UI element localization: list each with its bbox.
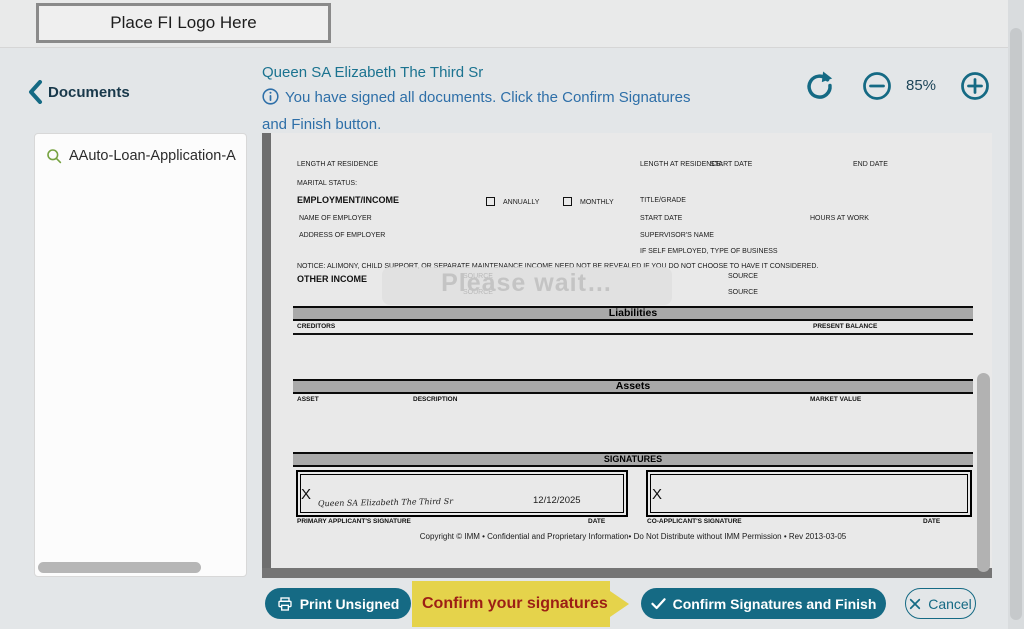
document-viewer: PRESENT ADDRESS PREVIOUS ADDRESS LENGTH … (262, 133, 992, 578)
document-page (271, 133, 992, 568)
document-name: AAuto-Loan-Application-A (69, 148, 236, 164)
search-icon (47, 149, 62, 164)
form-label: OTHER INCOME (297, 274, 368, 284)
confirm-finish-label: Confirm Signatures and Finish (672, 595, 877, 612)
refresh-button[interactable] (804, 70, 835, 106)
form-label: NAME OF EMPLOYER (299, 215, 372, 222)
form-label: SUPERVISOR'S NAME (640, 232, 714, 239)
form-label: SOURCE (728, 273, 758, 280)
sidebar-horizontal-scrollbar[interactable] (38, 562, 201, 573)
top-bar: Place FI Logo Here (0, 0, 1024, 48)
section-header-assets: Assets (293, 379, 973, 394)
document-list-item[interactable]: AAuto-Loan-Application-A (35, 134, 246, 164)
info-message: You have signed all documents. Click the… (262, 86, 710, 137)
confirm-signatures-callout: Confirm your signatures (412, 581, 610, 627)
form-label: EMPLOYMENT/INCOME (297, 195, 400, 205)
fi-logo-placeholder: Place FI Logo Here (36, 3, 331, 43)
window-scrollbar-thumb[interactable] (1010, 28, 1022, 620)
form-label: HOURS AT WORK (810, 215, 869, 222)
info-message-text: You have signed all documents. Click the… (262, 89, 691, 133)
form-label: MARITAL STATUS: (297, 180, 358, 187)
minus-icon (863, 72, 891, 100)
form-label: CO-APPLICANT'S SIGNATURE (647, 518, 742, 525)
cancel-button[interactable]: Cancel (905, 588, 976, 619)
zoom-out-button[interactable] (862, 71, 892, 106)
primary-signature-box[interactable] (296, 470, 628, 517)
viewer-bottom-edge (262, 568, 992, 578)
form-label: DATE (588, 518, 606, 525)
form-label: IF SELF EMPLOYED, TYPE OF BUSINESS (640, 248, 778, 255)
form-label: MONTHLY (580, 199, 614, 206)
form-notice: NOTICE: ALIMONY, CHILD SUPPORT, OR SEPAR… (297, 263, 819, 270)
form-label: CREDITORS (297, 323, 336, 330)
callout-label: Confirm your signatures (422, 595, 608, 612)
form-label: END DATE (853, 161, 888, 168)
form-label: LENGTH AT RESIDENCE: (640, 161, 723, 168)
form-label: PRESENT BALANCE (813, 323, 878, 330)
back-to-documents-button[interactable]: Documents (28, 80, 130, 104)
plus-icon (961, 72, 989, 100)
print-unsigned-button[interactable]: Print Unsigned (265, 588, 411, 619)
fi-logo-text: Place FI Logo Here (110, 13, 257, 32)
documents-sidebar: AAuto-Loan-Application-A (34, 133, 247, 577)
form-label: PRESENT ADDRESS (297, 133, 386, 134)
zoom-level: 85% (906, 77, 937, 94)
loading-overlay (382, 267, 672, 305)
form-label: ANNUALLY (503, 199, 540, 206)
section-header-liabilities: Liabilities (293, 306, 973, 321)
form-label: DATE (923, 518, 941, 525)
signature-date: 12/12/2025 (533, 495, 581, 506)
form-label: TITLE/GRADE (640, 197, 686, 204)
back-label: Documents (48, 83, 130, 101)
form-label: DESCRIPTION (413, 396, 458, 403)
info-icon (262, 88, 279, 113)
signer-name: Queen SA Elizabeth The Third Sr (262, 64, 484, 81)
signature-x-mark: X (301, 486, 312, 503)
form-label: SOURCE (728, 289, 758, 296)
cancel-label: Cancel (928, 595, 972, 612)
confirm-signatures-finish-button[interactable]: Confirm Signatures and Finish (641, 588, 886, 619)
table-rule (293, 333, 973, 335)
zoom-in-button[interactable] (960, 71, 990, 106)
viewer-vertical-scrollbar[interactable] (977, 373, 990, 572)
form-label: START DATE (710, 161, 753, 168)
signature-x-mark: X (652, 486, 663, 503)
refresh-icon (807, 71, 833, 99)
form-label: ASSET (297, 396, 319, 403)
viewer-left-edge (262, 133, 271, 578)
section-header-signatures: SIGNATURES (293, 452, 973, 467)
form-label: START DATE (640, 215, 683, 222)
form-label: LENGTH AT RESIDENCE (297, 161, 379, 168)
print-unsigned-label: Print Unsigned (299, 595, 400, 612)
callout-arrow-icon (610, 591, 629, 617)
form-label: ADDRESS OF EMPLOYER (299, 232, 386, 239)
monthly-checkbox[interactable] (563, 197, 572, 206)
please-wait-text: Please wait… (441, 269, 613, 297)
form-label: PREVIOUS ADDRESS (638, 133, 731, 134)
annually-checkbox[interactable] (486, 197, 495, 206)
close-icon (910, 598, 921, 609)
form-label: PRIMARY APPLICANT'S SIGNATURE (297, 518, 411, 525)
chevron-left-icon (29, 80, 42, 104)
copyright-text: Copyright © IMM • Confidential and Propr… (419, 532, 847, 541)
co-applicant-signature-box[interactable] (646, 470, 972, 517)
checkmark-icon (650, 598, 666, 610)
printer-icon (278, 596, 292, 611)
form-label: MARKET VALUE (810, 396, 862, 403)
